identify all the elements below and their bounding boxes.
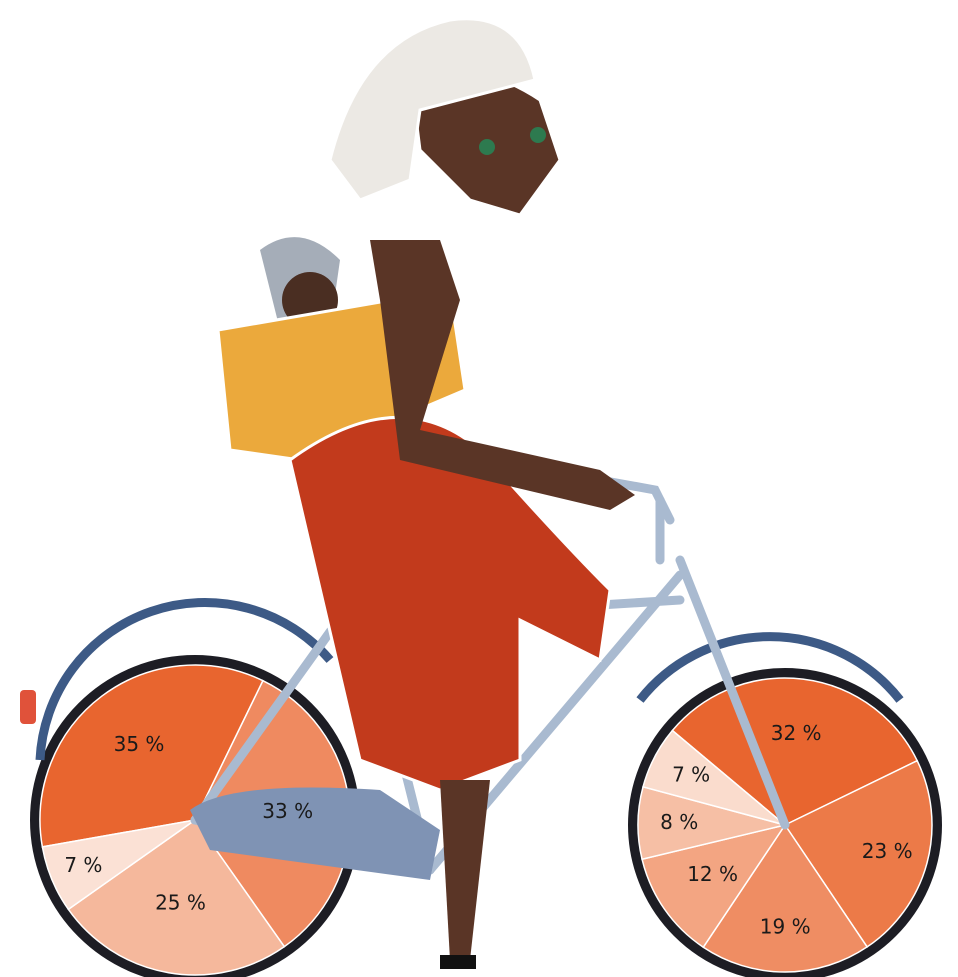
value-label: 33 % (262, 799, 313, 823)
value-label: 8 % (660, 810, 698, 834)
value-label: 12 % (687, 862, 738, 886)
value-label: 25 % (155, 891, 206, 915)
leg (440, 780, 490, 960)
value-label: 19 % (760, 914, 811, 938)
rear-light (20, 690, 36, 724)
value-label: 23 % (862, 839, 913, 863)
value-label: 7 % (672, 763, 710, 787)
value-label: 32 % (771, 721, 822, 745)
eye (530, 127, 546, 143)
value-label: 7 % (64, 853, 102, 877)
value-label: 35 % (114, 732, 165, 756)
illustration: 35 % 33 % 25 % 7 % 32 % 23 % 19 % 12 % 8 % 7 % (0, 0, 958, 977)
eye (479, 139, 495, 155)
pedal (440, 955, 476, 969)
